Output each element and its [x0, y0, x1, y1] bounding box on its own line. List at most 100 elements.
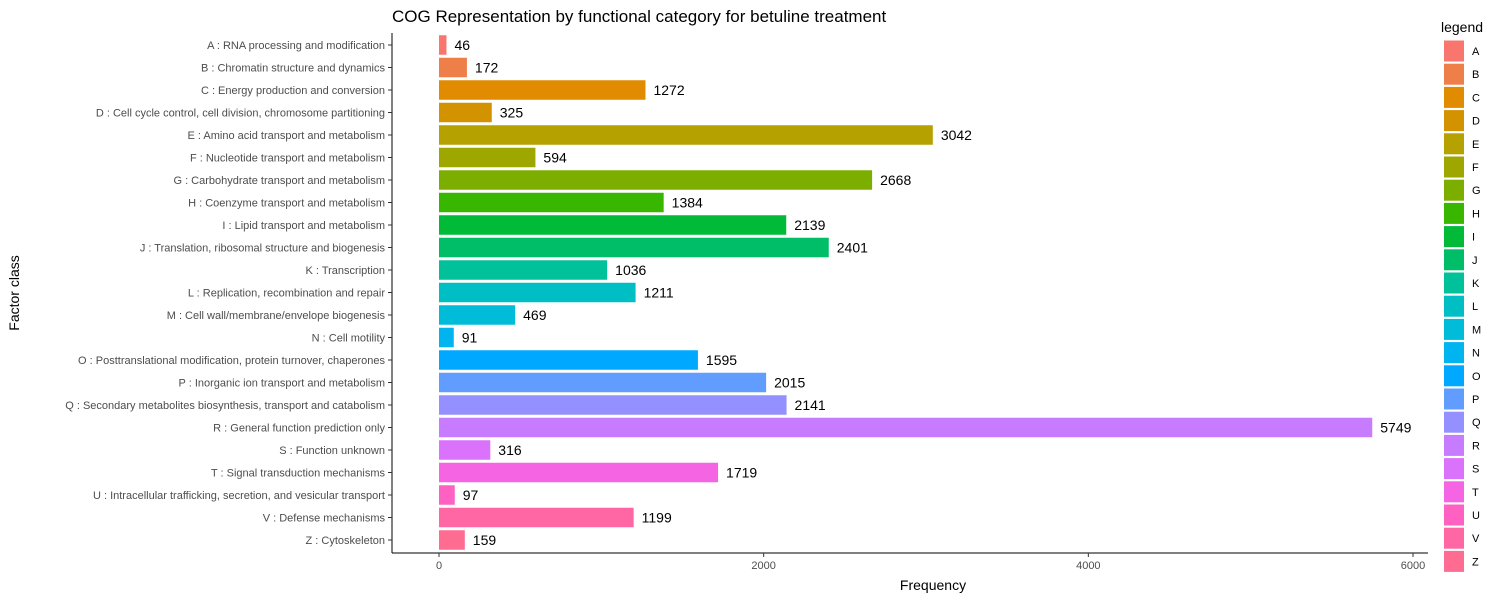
legend-label: V	[1472, 533, 1480, 545]
bar	[439, 507, 634, 528]
bar	[439, 80, 646, 100]
data-label: 2015	[774, 375, 805, 391]
x-tick-label: 0	[436, 560, 442, 572]
x-tick-label: 6000	[1401, 560, 1425, 572]
y-tick-label: N : Cell motility	[312, 333, 386, 345]
legend-label: K	[1472, 278, 1480, 290]
data-label: 3042	[941, 127, 972, 143]
legend-label: I	[1472, 232, 1475, 244]
y-tick-label: A : RNA processing and modification	[207, 40, 385, 52]
y-tick-label: I : Lipid transport and metabolism	[222, 220, 385, 232]
y-tick-label: P : Inorganic ion transport and metaboli…	[179, 378, 385, 390]
bar	[439, 57, 467, 78]
bar	[439, 170, 873, 190]
data-label: 159	[473, 532, 497, 548]
legend-key	[1444, 342, 1464, 364]
y-tick-label: E : Amino acid transport and metabolism	[188, 130, 385, 142]
legend-key	[1444, 318, 1464, 340]
data-label: 594	[543, 150, 567, 166]
legend-label: T	[1472, 487, 1479, 499]
y-tick-label: U : Intracellular trafficking, secretion…	[93, 490, 385, 502]
bar	[439, 440, 491, 460]
legend-label: S	[1472, 464, 1479, 476]
legend-key	[1444, 156, 1464, 178]
legend-label: L	[1472, 301, 1478, 313]
bar	[439, 102, 492, 123]
data-label: 1036	[615, 262, 646, 278]
bar	[439, 125, 933, 145]
data-label: 1211	[644, 285, 674, 301]
y-tick-label: K : Transcription	[306, 265, 385, 277]
legend-key	[1444, 40, 1464, 62]
bar	[439, 350, 698, 370]
legend-label: J	[1472, 255, 1478, 267]
legend-label: P	[1472, 394, 1479, 406]
legend-key	[1444, 527, 1464, 549]
legend-label: U	[1472, 510, 1480, 522]
y-tick-label: M : Cell wall/membrane/envelope biogenes…	[167, 310, 386, 322]
legend-key	[1444, 434, 1464, 456]
legend-key	[1444, 249, 1464, 271]
legend-key	[1444, 481, 1464, 503]
data-label: 1199	[642, 510, 672, 526]
bar	[439, 260, 608, 280]
data-label: 97	[463, 487, 479, 503]
legend-key	[1444, 365, 1464, 387]
data-label: 325	[500, 105, 524, 121]
data-label: 469	[523, 307, 547, 323]
y-tick-label: J : Translation, ribosomal structure and…	[140, 243, 386, 255]
y-tick-label: C : Energy production and conversion	[201, 85, 385, 97]
legend-key	[1444, 411, 1464, 433]
bar	[439, 530, 465, 550]
legend-key	[1444, 226, 1464, 248]
x-tick-label: 2000	[751, 560, 775, 572]
bar	[439, 395, 787, 415]
legend-label: N	[1472, 348, 1480, 360]
bar	[439, 305, 516, 325]
legend-key	[1444, 110, 1464, 132]
data-label: 1384	[672, 195, 703, 211]
legend-key	[1444, 295, 1464, 317]
legend-title: legend	[1441, 19, 1483, 35]
bar	[439, 485, 455, 505]
legend-key	[1444, 504, 1464, 526]
legend-key	[1444, 388, 1464, 410]
legend-label: Z	[1472, 556, 1479, 568]
legend-key	[1444, 179, 1464, 201]
data-label: 172	[475, 60, 499, 76]
y-tick-label: L : Replication, recombination and repai…	[188, 288, 385, 300]
data-label: 2668	[880, 172, 911, 188]
y-tick-label: D : Cell cycle control, cell division, c…	[96, 108, 385, 120]
legend-key	[1444, 550, 1464, 572]
y-tick-label: Z : Cytoskeleton	[306, 535, 385, 547]
bar	[439, 282, 636, 303]
y-tick-label: R : General function prediction only	[213, 423, 385, 435]
y-tick-label: S : Function unknown	[279, 445, 385, 457]
y-tick-label: V : Defense mechanisms	[263, 513, 386, 525]
legend-label: A	[1472, 46, 1480, 58]
legend-key	[1444, 63, 1464, 85]
legend-key	[1444, 458, 1464, 480]
data-label: 2401	[837, 240, 868, 256]
y-tick-label: Q : Secondary metabolites biosynthesis, …	[65, 400, 385, 412]
data-label: 91	[462, 330, 478, 346]
y-tick-label: O : Posttranslational modification, prot…	[78, 355, 385, 367]
bar	[439, 327, 454, 348]
bar	[439, 462, 719, 483]
bar	[439, 215, 787, 235]
legend-label: R	[1472, 440, 1480, 452]
legend-label: D	[1472, 116, 1480, 128]
y-tick-label: T : Signal transduction mechanisms	[211, 468, 386, 480]
data-label: 5749	[1380, 420, 1411, 436]
legend-label: C	[1472, 92, 1480, 104]
y-tick-label: B : Chromatin structure and dynamics	[201, 63, 386, 75]
y-tick-label: H : Coenzyme transport and metabolism	[188, 198, 385, 210]
legend-label: Q	[1472, 417, 1481, 429]
bar	[439, 147, 536, 168]
legend-label: O	[1472, 371, 1481, 383]
legend-label: H	[1472, 208, 1480, 220]
data-label: 46	[454, 37, 470, 53]
legend-label: M	[1472, 324, 1481, 336]
